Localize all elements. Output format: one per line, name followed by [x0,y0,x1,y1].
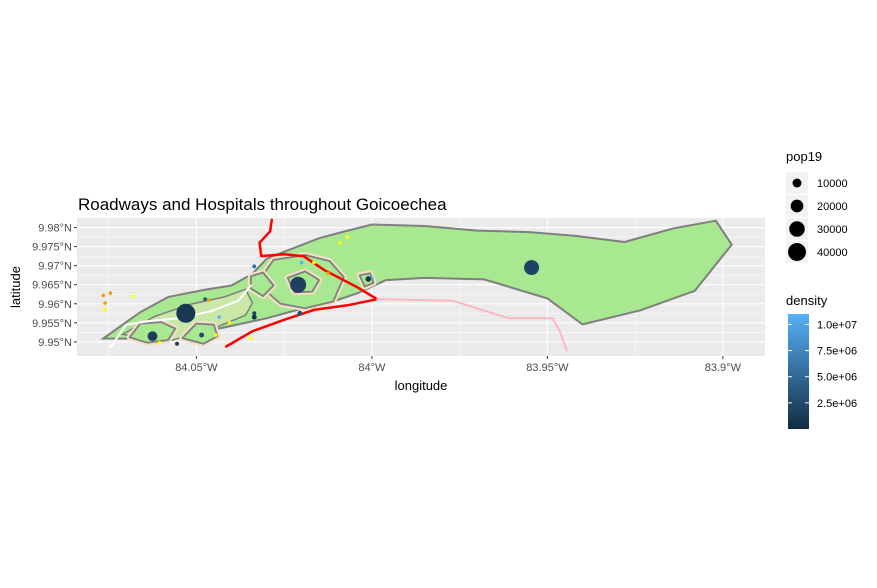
y-tick-label: 9.97°N [38,261,72,273]
size-legend-symbol [792,178,802,188]
x-tick-label: 84.05°W [175,362,218,374]
population-point [297,310,303,316]
chart-title: Roadways and Hospitals throughout Goicoe… [78,195,447,214]
population-point [203,297,208,302]
size-legend-label: 40000 [817,247,848,259]
hospital-point [227,321,232,325]
hospital-point [312,260,316,265]
population-point [251,314,257,320]
population-point [290,276,307,293]
district-polygon [100,219,733,340]
hospital-point [103,307,107,312]
hospital-point [299,260,304,265]
hospital-point [157,340,162,345]
y-tick-label: 9.98°N [38,223,72,235]
size-legend: pop19 10000 20000 30000 40000 [786,149,848,263]
size-legend-label: 20000 [817,201,848,213]
hospital-point [206,298,211,302]
y-tick-label: 9.96°N [38,299,72,311]
size-legend-symbol [789,221,805,237]
y-axis: 9.95°N 9.955°N 9.96°N 9.965°N 9.97°N 9.975°N 9… [32,223,77,349]
population-point [199,332,205,338]
hospital-point [103,301,107,305]
hospital-point [108,291,113,295]
hospital-point [345,235,350,239]
x-tick-label: 83.95°W [526,362,569,374]
size-legend-title: pop19 [786,149,822,164]
x-axis: 84.05°W 84°W 83.95°W 83.9°W [175,356,742,374]
size-legend-symbol [788,243,806,261]
population-point [524,260,540,276]
hospital-point [131,294,135,298]
x-tick-label: 84°W [358,362,386,374]
color-legend-label: 1.0e+07 [817,319,857,331]
population-point [252,264,257,269]
hospital-point [101,293,106,298]
size-legend-label: 10000 [817,178,848,190]
color-legend-title: density [786,293,828,308]
population-point [175,341,180,346]
y-axis-title: latitude [8,266,23,308]
road-primary [258,218,379,301]
x-tick-label: 83.9°W [705,362,742,374]
x-axis-title: longitude [395,378,448,393]
population-point [365,276,372,282]
road-secondary [376,298,568,352]
population-points-layer [147,260,540,346]
density-colorbar [788,314,809,429]
hospital-point [217,315,221,319]
y-tick-label: 9.975°N [32,242,72,254]
hospital-point [248,336,253,340]
population-point [147,331,158,342]
y-tick-label: 9.95°N [38,337,72,349]
hospital-point [326,271,330,276]
population-point [252,311,257,316]
y-tick-label: 9.965°N [32,280,72,292]
size-legend-label: 30000 [817,224,848,236]
color-legend-label: 5.0e+06 [817,372,857,384]
size-legend-symbol [790,199,804,213]
hospital-point [213,333,218,337]
color-legend-label: 2.5e+06 [817,398,857,410]
color-legend: density 1.0e+07 7.5e+06 5.0e+06 2.5e+06 [786,293,857,429]
y-tick-label: 9.955°N [32,318,72,330]
hospital-point [338,240,343,245]
color-legend-label: 7.5e+06 [817,346,857,358]
population-point [176,303,196,323]
